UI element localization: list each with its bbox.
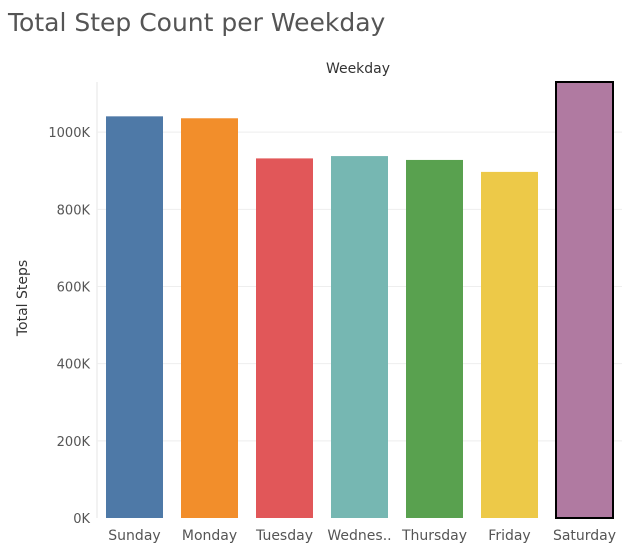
x-tick-label: Thursday (401, 528, 467, 544)
chart-title: Total Step Count per Weekday (8, 8, 386, 37)
bar-monday (181, 118, 238, 518)
x-tick-label: Monday (182, 528, 237, 544)
y-tick-label: 1000K (48, 126, 90, 141)
x-axis-ticks: Sunday Monday Tuesday Wednes.. Thursday Frida… (108, 528, 616, 544)
bar-tuesday (256, 158, 313, 518)
bar-thursday (406, 159, 463, 518)
y-tick-label: 600K (57, 280, 91, 295)
x-tick-label: Tuesday (255, 528, 313, 544)
y-axis-ticks: 0K 200K 400K 600K 800K 1000K (48, 126, 90, 527)
y-tick-label: 200K (57, 435, 91, 450)
bars (106, 81, 614, 519)
y-tick-label: 400K (57, 358, 91, 373)
y-tick-label: 800K (57, 203, 91, 218)
y-axis-title: Total Steps (15, 260, 31, 337)
x-tick-label: Wednes.. (327, 528, 391, 544)
x-tick-label: Sunday (108, 528, 160, 544)
bar-wednes (331, 156, 388, 518)
x-tick-label: Friday (488, 528, 530, 544)
x-axis-title: Weekday (326, 61, 390, 77)
bar-saturday (555, 81, 614, 519)
x-tick-label: Saturday (553, 528, 616, 544)
bar-sunday (106, 116, 163, 519)
y-tick-label: 0K (73, 512, 90, 527)
bar-friday (481, 171, 538, 518)
